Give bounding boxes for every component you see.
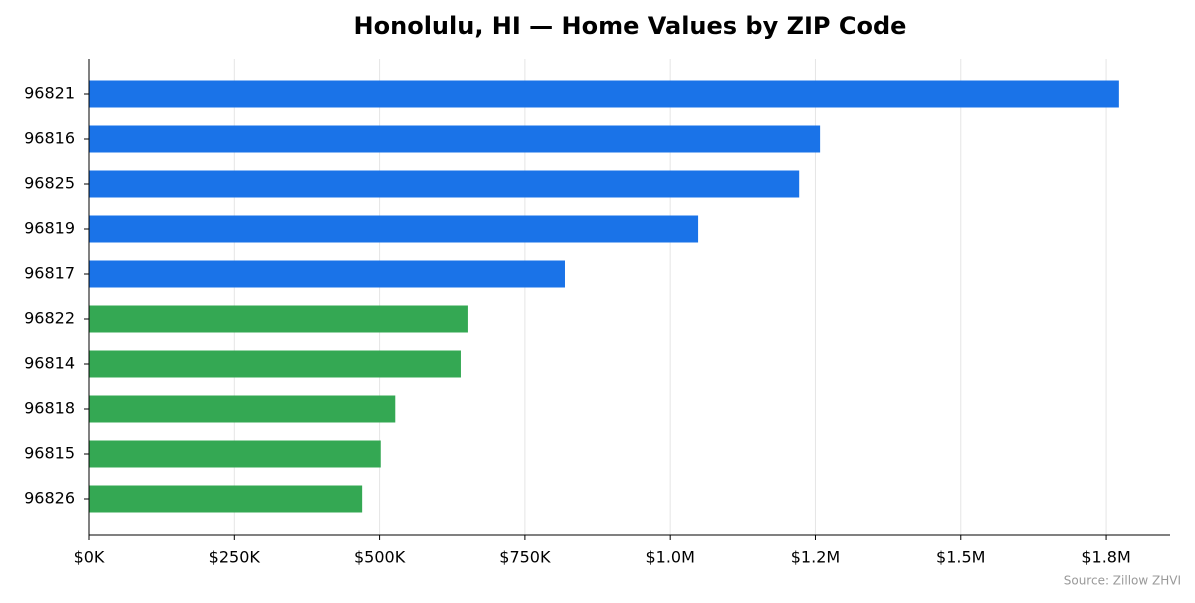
y-tick-label: 96817 [24, 264, 75, 283]
x-tick-label: $1.0M [645, 548, 694, 567]
chart-title: Honolulu, HI — Home Values by ZIP Code [354, 12, 907, 40]
x-tick-label: $250K [209, 548, 261, 567]
source-note: Source: Zillow ZHVI [1064, 574, 1181, 588]
y-tick-label: 96826 [24, 489, 75, 508]
bar [89, 80, 1119, 108]
y-tick-label: 96816 [24, 129, 75, 148]
y-tick-label: 96818 [24, 399, 75, 418]
bar [89, 305, 468, 333]
bar [89, 170, 800, 198]
bar [89, 215, 699, 243]
x-tick-label: $1.2M [791, 548, 840, 567]
x-tick-label: $1.5M [936, 548, 985, 567]
y-tick-label: 96821 [24, 84, 75, 103]
bar [89, 350, 461, 378]
x-tick-label: $0K [74, 548, 105, 567]
y-tick-label: 96819 [24, 219, 75, 238]
y-tick-label: 96825 [24, 174, 75, 193]
bar [89, 440, 381, 468]
x-tick-label: $1.8M [1081, 548, 1130, 567]
bar [89, 125, 821, 153]
x-tick-label: $500K [354, 548, 406, 567]
y-tick-label: 96815 [24, 444, 75, 463]
x-tick-label: $750K [499, 548, 551, 567]
y-tick-label: 96822 [24, 309, 75, 328]
bar [89, 395, 396, 423]
y-tick-label: 96814 [24, 354, 75, 373]
bar [89, 485, 363, 513]
bar [89, 260, 565, 288]
